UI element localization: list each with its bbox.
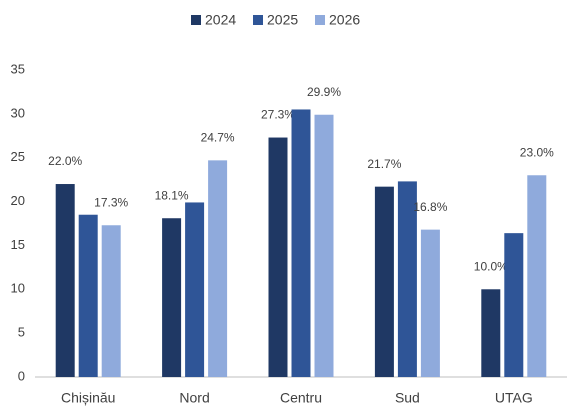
y-tick-label: 25: [11, 149, 25, 164]
bar: [314, 114, 334, 377]
y-tick-label: 10: [11, 281, 25, 296]
data-label: 17.3%: [94, 195, 128, 209]
bar: [268, 137, 288, 377]
bar: [420, 229, 440, 377]
data-label: 10.0%: [474, 259, 508, 273]
bar: [527, 175, 547, 377]
bar: [162, 218, 182, 377]
legend-label: 2026: [329, 12, 360, 28]
bar: [291, 109, 311, 377]
data-label: 29.9%: [307, 85, 341, 99]
bar: [374, 186, 394, 377]
data-label: 16.8%: [413, 200, 447, 214]
data-label: 21.7%: [367, 157, 401, 171]
y-tick-label: 20: [11, 193, 25, 208]
y-tick-label: 30: [11, 105, 25, 120]
bar: [208, 160, 228, 377]
x-tick-label: Chișinău: [61, 390, 115, 406]
data-label: 23.0%: [520, 145, 554, 159]
legend-swatch: [253, 15, 263, 25]
bar: [101, 225, 121, 377]
x-tick-label: UTAG: [495, 390, 533, 406]
legend-label: 2025: [267, 12, 298, 28]
data-label: 27.3%: [261, 108, 295, 122]
bar: [481, 289, 501, 377]
y-tick-label: 5: [18, 325, 25, 340]
legend-swatch: [315, 15, 325, 25]
x-tick-label: Sud: [395, 390, 420, 406]
bar: [504, 233, 524, 377]
data-label: 22.0%: [48, 154, 82, 168]
y-tick-label: 35: [11, 61, 25, 76]
legend-label: 2024: [205, 12, 236, 28]
bar: [78, 214, 98, 377]
bar: [397, 181, 417, 377]
data-label: 24.7%: [201, 131, 235, 145]
x-tick-label: Centru: [280, 390, 322, 406]
bar: [185, 202, 205, 377]
data-label: 18.1%: [155, 188, 189, 202]
legend-swatch: [191, 15, 201, 25]
bar: [55, 184, 75, 377]
x-tick-label: Nord: [179, 390, 209, 406]
y-tick-label: 15: [11, 237, 25, 252]
y-tick-label: 0: [18, 368, 25, 383]
